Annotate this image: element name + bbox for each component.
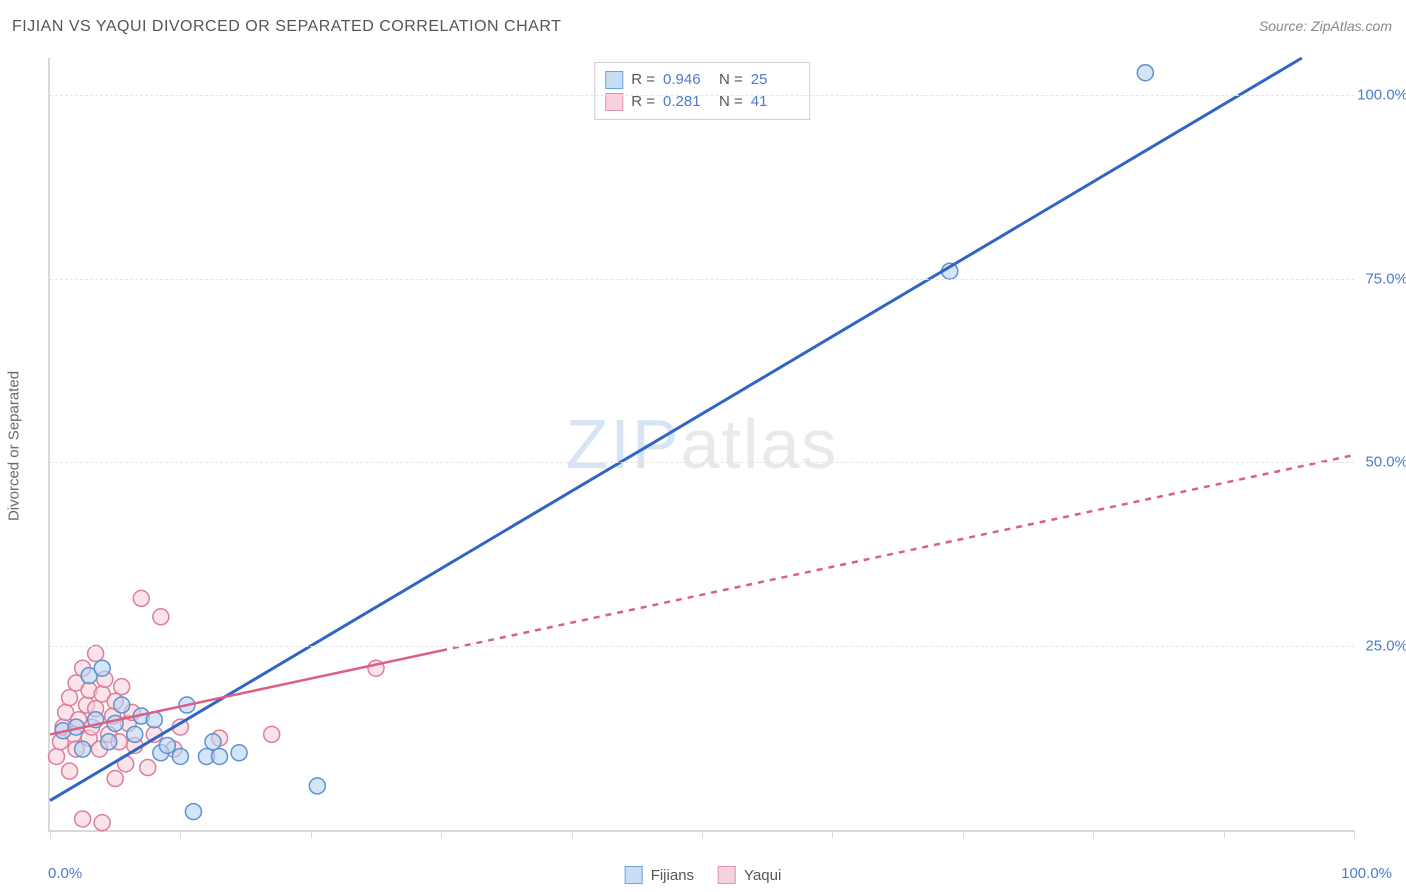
swatch-fijians	[605, 71, 623, 89]
legend-item-fijians: Fijians	[625, 866, 694, 884]
chart-svg	[50, 58, 1354, 830]
chart-container: FIJIAN VS YAQUI DIVORCED OR SEPARATED CO…	[0, 0, 1406, 892]
legend-swatch-yaqui	[718, 866, 736, 884]
y-tick-label: 50.0%	[1365, 454, 1406, 471]
source-attribution: Source: ZipAtlas.com	[1259, 18, 1392, 34]
y-tick-label: 25.0%	[1365, 638, 1406, 655]
y-tick-label: 100.0%	[1357, 86, 1406, 103]
x-max-label: 100.0%	[1341, 865, 1392, 882]
y-tick-label: 75.0%	[1365, 270, 1406, 287]
stats-row-fijians: R = 0.946 N = 25	[605, 69, 799, 91]
legend-label-fijians: Fijians	[651, 867, 694, 884]
x-min-label: 0.0%	[48, 865, 82, 882]
legend-label-yaqui: Yaqui	[744, 867, 781, 884]
y-axis-title: Divorced or Separated	[6, 371, 23, 521]
n-label: N =	[719, 69, 743, 91]
chart-title: FIJIAN VS YAQUI DIVORCED OR SEPARATED CO…	[12, 18, 561, 36]
r-value-fijians: 0.946	[663, 69, 711, 91]
r-label: R =	[631, 69, 655, 91]
n-value-fijians: 25	[751, 69, 799, 91]
stats-legend: R = 0.946 N = 25 R = 0.281 N = 41	[594, 62, 810, 120]
legend-item-yaqui: Yaqui	[718, 866, 781, 884]
legend-swatch-fijians	[625, 866, 643, 884]
plot-area: ZIPatlas R = 0.946 N = 25 R = 0.281 N = …	[48, 58, 1354, 832]
series-legend: Fijians Yaqui	[625, 866, 782, 884]
